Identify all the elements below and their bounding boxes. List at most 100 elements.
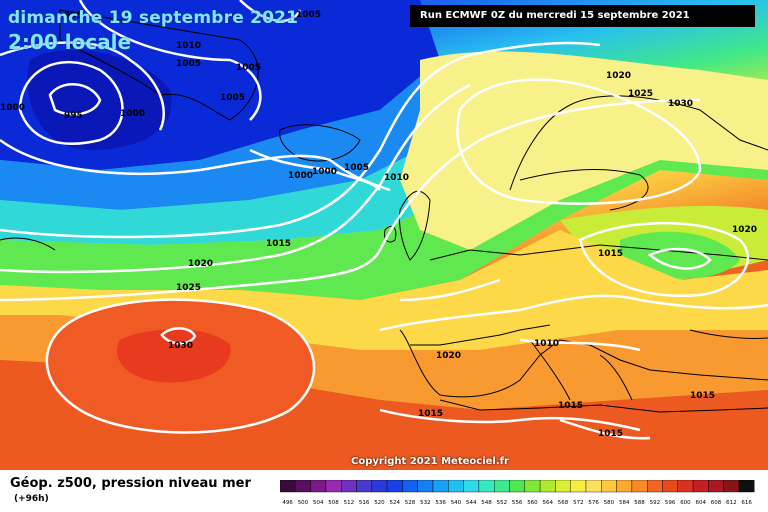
isobar-label: 1030 <box>168 341 193 351</box>
color-scale-swatch <box>325 480 342 493</box>
isobar-label: 1020 <box>732 225 757 235</box>
color-scale-swatch <box>509 480 526 493</box>
isobar-label: 1000 <box>120 109 145 119</box>
color-scale-swatch <box>295 480 311 493</box>
color-scale-tick-label: 600 <box>680 500 691 506</box>
color-scale-tick-label: 580 <box>604 500 615 506</box>
color-scale-tick-label: 496 <box>282 500 293 506</box>
color-scale-swatch <box>463 480 480 493</box>
color-scale-tick-label: 584 <box>619 500 630 506</box>
isobar-label: 1015 <box>558 401 583 411</box>
color-scale-swatch <box>310 480 327 493</box>
color-scale-tick-label: 564 <box>543 500 554 506</box>
color-scale-tick-label: 536 <box>435 500 446 506</box>
color-scale-swatch <box>478 480 495 493</box>
color-scale-tick-label: 544 <box>466 500 477 506</box>
isobar-label: 1000 <box>288 171 313 181</box>
color-scale-tick-label: 508 <box>328 500 339 506</box>
color-scale-swatch <box>616 480 633 493</box>
color-scale-tick-label: 552 <box>497 500 508 506</box>
color-scale-tick-label: 528 <box>405 500 416 506</box>
color-scale-swatch <box>524 480 541 493</box>
geopotential-bands <box>0 0 768 470</box>
isobar-label: 1025 <box>176 283 201 293</box>
color-scale-swatch <box>555 480 571 493</box>
color-scale-tick-label: 556 <box>512 500 523 506</box>
color-scale-swatch <box>647 480 663 493</box>
isobar-label: 1005 <box>176 59 201 69</box>
color-scale-swatch <box>448 480 464 493</box>
color-scale-swatch <box>708 480 724 493</box>
color-scale-swatch <box>539 480 556 493</box>
color-scale-swatch <box>402 480 418 493</box>
color-scale-tick-label: 604 <box>696 500 707 506</box>
isobar-label: 1015 <box>266 239 291 249</box>
color-scale-tick-label: 548 <box>481 500 492 506</box>
color-scale-tick-label: 612 <box>726 500 737 506</box>
isobar-label: 1005 <box>220 93 245 103</box>
color-scale-tick-label: 560 <box>527 500 538 506</box>
isobar-label: 1015 <box>598 249 623 259</box>
isobar-label: 1030 <box>668 99 693 109</box>
color-scale-swatch <box>417 480 434 493</box>
color-scale-swatch <box>723 480 740 493</box>
isobars <box>0 0 768 438</box>
color-scale-swatch <box>371 480 388 493</box>
color-scale-tick-label: 516 <box>359 500 370 506</box>
isobar-label: 1005 <box>296 10 321 20</box>
isobar-label: 995 <box>64 111 83 121</box>
forecast-date: dimanche 19 septembre 2021 <box>8 8 299 28</box>
color-scale-swatch <box>570 480 587 493</box>
isobar-label: 1010 <box>176 41 201 51</box>
coastlines <box>0 9 768 413</box>
isobar-labels: 1005 995 1010 1005 1005 1005 1000 995 10… <box>0 10 757 439</box>
color-scale-swatch <box>280 480 296 493</box>
legend-title: Géop. z500, pression niveau mer <box>10 476 251 491</box>
isobar-label: 1015 <box>598 429 623 439</box>
color-scale-tick-label: 504 <box>313 500 324 506</box>
color-scale-swatch <box>601 480 617 493</box>
z500-map: 1005 995 1010 1005 1005 1005 1000 995 10… <box>0 0 768 470</box>
color-scale-swatch <box>432 480 449 493</box>
color-scale-swatch <box>631 480 648 493</box>
isobar-label: 995 <box>64 11 83 21</box>
model-run-label: Run ECMWF 0Z du mercredi 15 septembre 20… <box>410 5 755 27</box>
isobar-label: 1010 <box>384 173 409 183</box>
isobar-label: 1010 <box>534 339 559 349</box>
color-scale-tick-label: 592 <box>650 500 661 506</box>
color-scale-swatch <box>585 480 602 493</box>
color-scale-tick-label: 568 <box>558 500 569 506</box>
isobar-label: 1005 <box>344 163 369 173</box>
color-scale-swatch <box>386 480 403 493</box>
color-scale-tick-label: 596 <box>665 500 676 506</box>
isobar-label: 1000 <box>312 167 337 177</box>
color-scale-tick-label: 500 <box>298 500 309 506</box>
isobar-label: 1020 <box>606 71 631 81</box>
color-scale-swatch <box>677 480 694 493</box>
isobar-label: 1025 <box>628 89 653 99</box>
isobar-label: 1015 <box>690 391 715 401</box>
color-scale-swatch <box>738 480 755 493</box>
color-scale-swatch <box>662 480 679 493</box>
isobar-label: 1000 <box>0 103 25 113</box>
color-scale-tick-label: 512 <box>344 500 355 506</box>
color-scale-tick-label: 588 <box>634 500 645 506</box>
isobar-label: 1015 <box>418 409 443 419</box>
color-scale-tick-label: 532 <box>420 500 431 506</box>
copyright-notice: Copyright 2021 Meteociel.fr <box>351 456 509 467</box>
color-scale-tick-label: 576 <box>588 500 599 506</box>
color-scale-tick-label: 572 <box>573 500 584 506</box>
forecast-time: 2:00 locale <box>8 30 132 54</box>
color-scale-tick-label: 540 <box>451 500 462 506</box>
color-scale-tick-label: 616 <box>741 500 752 506</box>
color-scale: 496 500 504 508 512 516 520 524 528 532 536 540 544 5… <box>280 480 755 506</box>
color-scale-swatch <box>341 480 357 493</box>
color-scale-swatch <box>356 480 373 493</box>
isobar-label: 1020 <box>188 259 213 269</box>
color-scale-tick-label: 520 <box>374 500 385 506</box>
isobar-label: 1005 <box>236 63 261 73</box>
color-scale-tick-label: 608 <box>711 500 722 506</box>
legend-subtitle: (+96h) <box>14 494 49 504</box>
color-scale-swatch <box>692 480 709 493</box>
